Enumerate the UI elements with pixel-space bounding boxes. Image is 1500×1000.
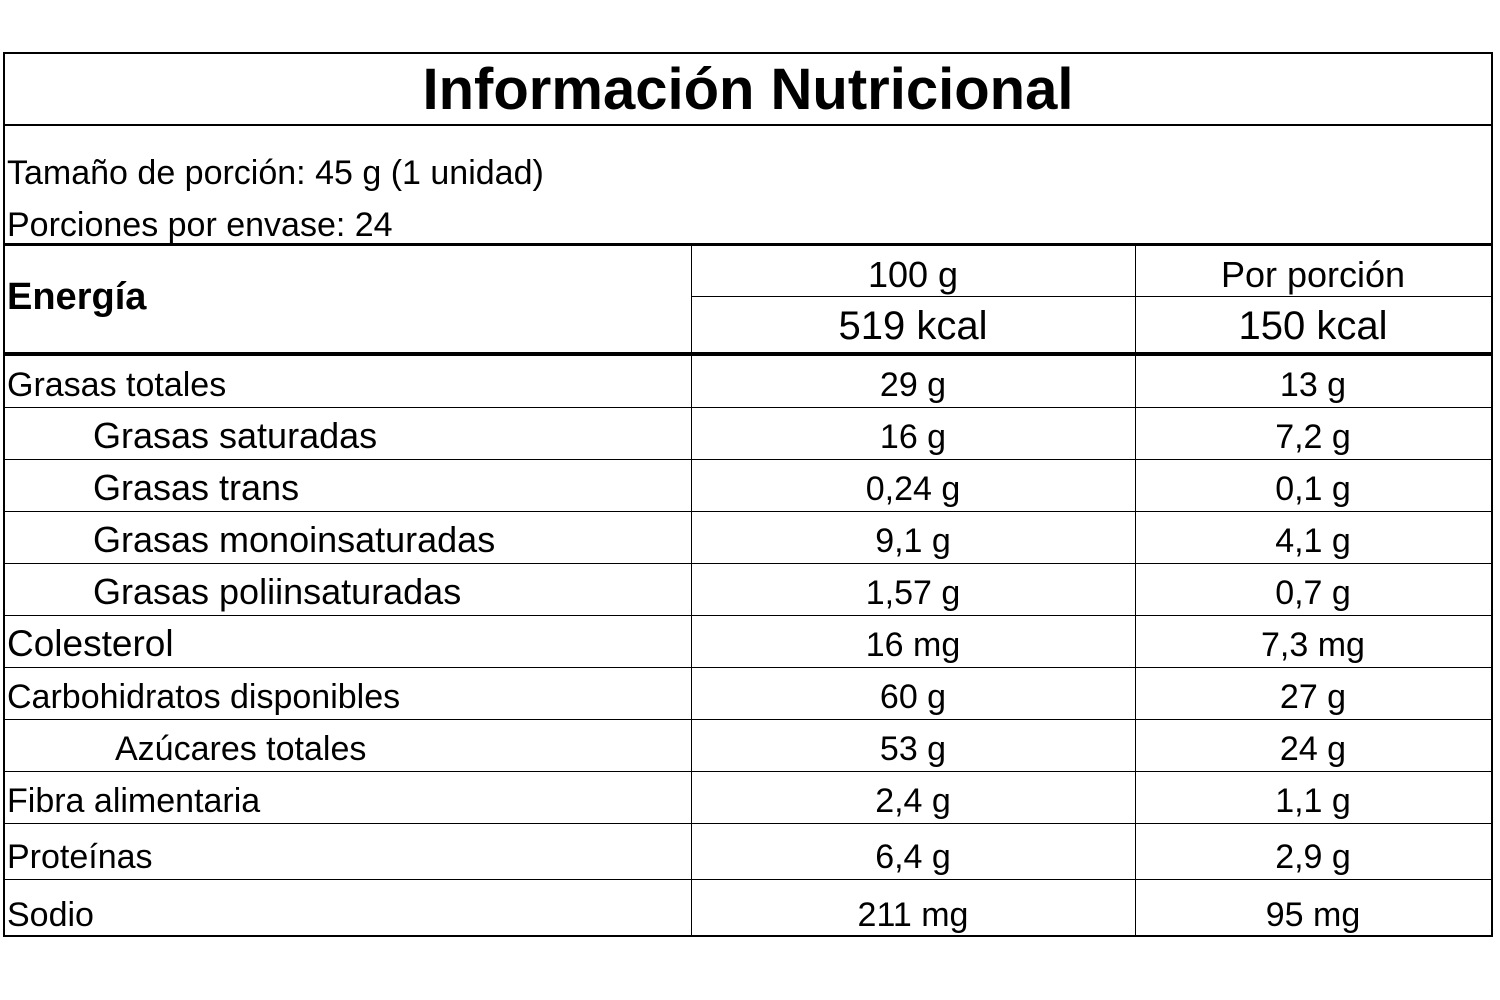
header-100g: 100 g bbox=[867, 254, 959, 295]
nutrient-value-per-portion: 7,2 g bbox=[1275, 418, 1351, 456]
nutrient-name: Grasas poliinsaturadas bbox=[93, 571, 462, 612]
nutrient-value-per-portion: 24 g bbox=[1279, 730, 1347, 768]
column-divider bbox=[691, 824, 692, 879]
nutrient-name: Grasas trans bbox=[93, 467, 300, 508]
nutrient-value-100g: 1,57 g bbox=[865, 574, 961, 612]
nutrient-value-per-portion: 0,7 g bbox=[1275, 574, 1351, 612]
nutrient-value-100g: 53 g bbox=[879, 730, 947, 768]
nutrient-value-100g: 29 g bbox=[879, 366, 947, 404]
nutrient-value-100g: 16 mg bbox=[865, 626, 961, 664]
column-divider bbox=[691, 246, 692, 352]
column-divider bbox=[691, 880, 692, 937]
nutrient-row: Azúcares totales 53 g 24 g bbox=[5, 720, 1491, 772]
nutrient-name: Grasas monoinsaturadas bbox=[93, 519, 496, 560]
nutrient-value-100g: 211 mg bbox=[857, 896, 969, 934]
nutrient-name: Azúcares totales bbox=[115, 730, 367, 768]
nutrient-name: Grasas saturadas bbox=[93, 415, 378, 456]
column-divider bbox=[1135, 880, 1136, 937]
energy-100g: 519 kcal bbox=[838, 304, 988, 348]
nutrient-name: Grasas totales bbox=[7, 366, 227, 404]
column-divider bbox=[691, 564, 692, 615]
title-row: Información Nutricional bbox=[5, 54, 1491, 126]
nutrient-value-100g: 9,1 g bbox=[875, 522, 951, 560]
column-divider bbox=[691, 460, 692, 511]
column-divider bbox=[691, 772, 692, 823]
column-divider bbox=[691, 512, 692, 563]
nutrient-value-100g: 2,4 g bbox=[875, 782, 951, 820]
energy-label: Energía bbox=[7, 276, 147, 318]
nutrient-value-per-portion: 95 mg bbox=[1265, 896, 1361, 934]
nutrient-value-100g: 0,24 g bbox=[865, 470, 961, 508]
column-divider bbox=[691, 668, 692, 719]
nutrient-value-100g: 16 g bbox=[879, 418, 947, 456]
serving-info: Tamaño de porción: 45 g (1 unidad) Porci… bbox=[5, 126, 1491, 246]
column-divider bbox=[1135, 772, 1136, 823]
nutrient-row: Grasas monoinsaturadas 9,1 g 4,1 g bbox=[5, 512, 1491, 564]
energy-section: Energía 100 g Por porción 519 kcal 150 k… bbox=[5, 246, 1491, 356]
nutrient-name: Proteínas bbox=[7, 838, 153, 876]
nutrient-row: Sodio 211 mg 95 mg bbox=[5, 880, 1491, 937]
nutrient-name: Sodio bbox=[7, 896, 94, 934]
column-divider bbox=[691, 720, 692, 771]
column-divider bbox=[1135, 564, 1136, 615]
energy-per-portion: 150 kcal bbox=[1238, 304, 1388, 348]
column-divider bbox=[1135, 246, 1136, 352]
nutrient-value-per-portion: 1,1 g bbox=[1275, 782, 1351, 820]
nutrient-name: Colesterol bbox=[7, 623, 174, 664]
nutrient-value-per-portion: 0,1 g bbox=[1275, 470, 1351, 508]
column-divider bbox=[1135, 616, 1136, 667]
servings-per-container: Porciones por envase: 24 bbox=[7, 206, 393, 244]
nutrition-facts-table: Información Nutricional Tamaño de porció… bbox=[3, 52, 1493, 937]
nutrient-value-per-portion: 7,3 mg bbox=[1261, 626, 1365, 664]
column-divider bbox=[691, 408, 692, 459]
nutrient-value-per-portion: 13 g bbox=[1279, 366, 1347, 404]
column-divider bbox=[1135, 512, 1136, 563]
serving-size: Tamaño de porción: 45 g (1 unidad) bbox=[7, 154, 544, 192]
nutrient-row: Grasas saturadas 16 g 7,2 g bbox=[5, 408, 1491, 460]
column-divider bbox=[1135, 356, 1136, 407]
nutrient-row: Proteínas 6,4 g 2,9 g bbox=[5, 824, 1491, 880]
nutrient-value-100g: 60 g bbox=[879, 678, 947, 716]
nutrient-name: Carbohidratos disponibles bbox=[7, 678, 401, 716]
table-title: Información Nutricional bbox=[422, 56, 1074, 122]
column-divider bbox=[1135, 460, 1136, 511]
nutrient-name: Fibra alimentaria bbox=[7, 782, 261, 820]
nutrient-value-100g: 6,4 g bbox=[875, 838, 951, 876]
energy-header-divider bbox=[691, 296, 1491, 297]
nutrient-row: Fibra alimentaria 2,4 g 1,1 g bbox=[5, 772, 1491, 824]
nutrient-value-per-portion: 2,9 g bbox=[1275, 838, 1351, 876]
nutrient-row: Grasas trans 0,24 g 0,1 g bbox=[5, 460, 1491, 512]
header-per-portion: Por porción bbox=[1220, 254, 1406, 295]
nutrient-row: Grasas totales 29 g 13 g bbox=[5, 356, 1491, 408]
column-divider bbox=[1135, 720, 1136, 771]
column-divider bbox=[1135, 408, 1136, 459]
nutrient-value-per-portion: 27 g bbox=[1279, 678, 1347, 716]
column-divider bbox=[691, 616, 692, 667]
nutrient-row: Grasas poliinsaturadas 1,57 g 0,7 g bbox=[5, 564, 1491, 616]
column-divider bbox=[691, 356, 692, 407]
nutrient-row: Colesterol 16 mg 7,3 mg bbox=[5, 616, 1491, 668]
nutrient-value-per-portion: 4,1 g bbox=[1275, 522, 1351, 560]
nutrient-row: Carbohidratos disponibles 60 g 27 g bbox=[5, 668, 1491, 720]
column-divider bbox=[1135, 824, 1136, 879]
column-divider bbox=[1135, 668, 1136, 719]
